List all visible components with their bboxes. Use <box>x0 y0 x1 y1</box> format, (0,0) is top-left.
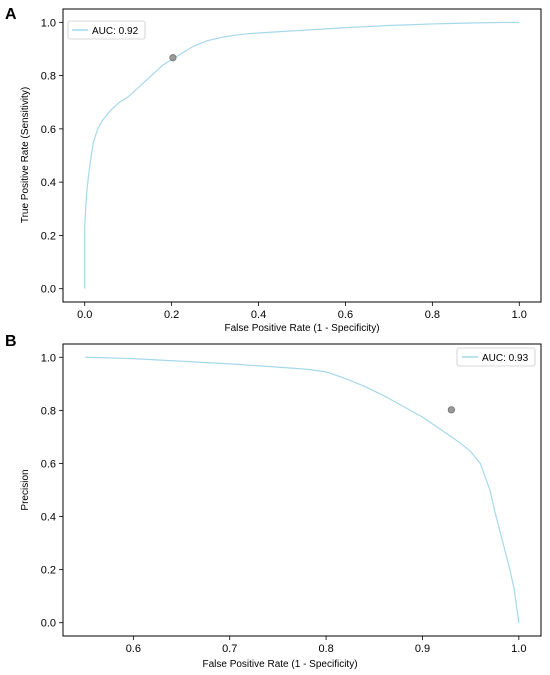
panel-a-y-tick-label: 0.2 <box>41 230 56 242</box>
panel-a-legend-label: AUC: 0.92 <box>92 26 139 37</box>
panel-b-legend: AUC: 0.93 <box>456 347 536 367</box>
panel-b-x-ticks: 0.6 0.7 0.8 0.9 1.0 <box>126 636 526 655</box>
panel-a-y-tick-label: 0.8 <box>41 71 56 83</box>
panel-b-legend-box <box>456 347 536 367</box>
panel-b-y-axis-label: Precision <box>20 469 31 510</box>
panel-b-x-tick-label: 0.7 <box>222 643 237 655</box>
panel-b-x-tick-label: 0.6 <box>126 643 141 655</box>
panel-b-y-tick-label: 0.4 <box>41 512 56 524</box>
panel-b-plot-frame <box>62 343 542 637</box>
panel-a-y-ticks: 0.0 0.2 0.4 0.6 0.8 1.0 <box>41 17 63 296</box>
panel-a-x-tick-label: 0.0 <box>77 309 92 321</box>
panel-a-x-tick-label: 1.0 <box>512 309 527 321</box>
panel-a-y-tick-label: 0.6 <box>41 124 56 136</box>
panel-b-pr-line <box>85 356 520 623</box>
panel-b-y-tick-label: 1.0 <box>41 352 56 364</box>
panel-a-y-tick-label: 0.0 <box>41 284 56 296</box>
panel-b-y-tick-label: 0.0 <box>41 618 56 630</box>
panel-a-letter: A <box>5 6 17 23</box>
panel-a-y-axis-label: True Positive Rate (Sensitivity) <box>20 87 31 223</box>
panel-a-roc-line <box>84 21 520 289</box>
panel-a-plot-frame <box>62 8 542 303</box>
panel-b-legend-label: AUC: 0.93 <box>482 353 529 364</box>
panel-b-x-tick-label: 0.9 <box>415 643 430 655</box>
panel-a-x-ticks: 0.0 0.2 0.4 0.6 0.8 1.0 <box>77 302 527 321</box>
panel-a-legend-box <box>67 20 146 40</box>
panel-a-x-tick-label: 0.6 <box>338 309 353 321</box>
panel-b-chart: B 0.6 0.7 0.8 0.9 1.0 0.0 0.2 0.4 0.6 0.8 1.0 AUC… <box>5 333 542 670</box>
panel-b-operating-point <box>447 406 455 414</box>
panel-a-chart: A 0.0 0.2 0.4 0.6 0.8 1.0 0.00.20.40.60.81.0 … <box>5 6 542 334</box>
panel-b-y-tick-label: 0.2 <box>41 565 56 577</box>
panel-a-x-tick-label: 0.4 <box>251 309 266 321</box>
panel-a-x-tick-label: 0.2 <box>164 309 179 321</box>
panel-b-y-tick-label: 0.6 <box>41 458 56 470</box>
panel-a-legend: AUC: 0.92 <box>67 20 146 40</box>
panel-a-y-tick-label: 0.4 <box>41 177 56 189</box>
panel-b-x-axis-label: False Positive Rate (1 - Specificity) <box>202 659 357 670</box>
panel-b-letter: B <box>5 333 17 350</box>
panel-b-x-tick-label: 1.0 <box>511 643 526 655</box>
panel-a-x-axis-label: False Positive Rate (1 - Specificity) <box>224 323 379 334</box>
panel-a-y-tick-label: 1.0 <box>41 17 56 29</box>
panel-b-y-tick-label: 0.8 <box>41 405 56 417</box>
panel-b-x-tick-label: 0.8 <box>318 643 333 655</box>
panel-b-y-ticks: 0.0 0.2 0.4 0.6 0.8 1.0 <box>41 352 63 630</box>
panel-a-operating-point <box>169 54 177 62</box>
panel-a-x-tick-label: 0.8 <box>425 309 440 321</box>
